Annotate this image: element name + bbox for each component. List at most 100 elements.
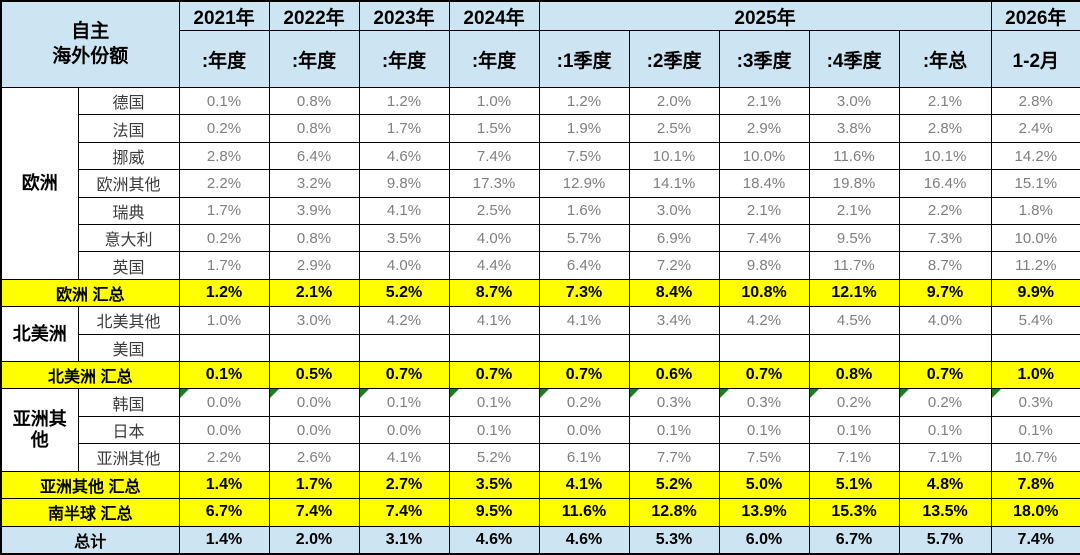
- period-subheader: :2季度: [628, 30, 720, 88]
- value-cell: 1.7%: [358, 114, 450, 143]
- value-cell: 5.7%: [898, 525, 992, 555]
- value-cell: 7.5%: [718, 443, 810, 472]
- value-cell: 3.0%: [268, 306, 360, 335]
- value-cell: 0.2%: [178, 224, 270, 253]
- value-cell: 1.4%: [178, 470, 270, 500]
- value-cell: 2.7%: [358, 470, 450, 500]
- period-subheader: :年度: [358, 30, 450, 88]
- value-cell: 0.0%: [358, 415, 450, 445]
- value-cell: 0.1%: [358, 388, 450, 417]
- value-cell: 1.0%: [448, 86, 540, 116]
- period-subheader: :4季度: [808, 30, 900, 88]
- summary-row: 南半球 汇总 6.7% 7.4% 7.4% 9.5% 11.6% 12.8% 13.9% 15.…: [0, 498, 1080, 527]
- table-row: 英国 1.7% 2.9% 4.0% 4.4% 6.4% 7.2% 9.8% 11.7% 8.7% 1…: [1, 251, 1080, 280]
- value-cell: 4.6%: [358, 141, 450, 171]
- value-cell: 0.5%: [268, 361, 360, 390]
- value-cell: 4.0%: [358, 251, 450, 280]
- value-cell: 6.7%: [178, 498, 270, 527]
- market-name-cell: 日本: [77, 415, 180, 445]
- region-group-cell: 北美洲: [0, 306, 79, 363]
- value-cell: 15.3%: [808, 498, 900, 527]
- value-cell: 1.6%: [538, 196, 630, 226]
- value-cell: 2.0%: [268, 525, 360, 555]
- value-cell: 1.8%: [990, 196, 1080, 226]
- value-cell: 0.1%: [808, 415, 900, 445]
- table-row: 北美洲 北美其他 1.0% 3.0% 4.2% 4.1% 4.1% 3.4% 4.2% 4.5% 4…: [0, 306, 1080, 363]
- value-cell: 8.7%: [898, 251, 992, 280]
- value-cell: 4.6%: [448, 525, 540, 555]
- value-cell: 2.6%: [268, 443, 360, 472]
- table-row: 法国 0.2% 0.8% 1.7% 1.5% 1.9% 2.5% 2.9% 3.8% 2.8% 2.…: [1, 114, 1080, 143]
- value-cell: 11.6%: [808, 141, 900, 171]
- value-cell: 0.1%: [990, 415, 1080, 445]
- value-cell: 3.0%: [808, 86, 900, 116]
- summary-label-cell: 总计: [0, 525, 180, 555]
- market-name-cell: 意大利: [77, 224, 180, 253]
- value-cell: 0.1%: [898, 415, 992, 445]
- value-cell: 10.1%: [898, 141, 992, 171]
- value-cell: 7.3%: [538, 278, 630, 308]
- value-cell: 7.1%: [898, 443, 992, 472]
- value-cell: 7.4%: [990, 525, 1080, 555]
- value-cell: 2.5%: [448, 196, 540, 226]
- value-cell: 9.8%: [358, 169, 450, 198]
- value-cell: 1.7%: [268, 470, 360, 500]
- period-subheader: :年度: [268, 30, 360, 88]
- value-cell: 12.8%: [628, 498, 720, 527]
- value-cell: 4.1%: [538, 306, 630, 335]
- value-cell: [268, 333, 360, 363]
- table-body: 欧洲 德国 0.1% 0.8% 1.2% 1.0% 1.2% 2.0% 2.1% 3.0% 2.1%…: [0, 86, 1080, 555]
- value-cell: 0.1%: [448, 415, 540, 445]
- value-cell: 2.8%: [990, 86, 1080, 116]
- value-cell: 2.1%: [718, 86, 810, 116]
- value-cell: 1.0%: [178, 306, 270, 335]
- value-cell: 9.8%: [718, 251, 810, 280]
- value-cell: 2.5%: [628, 114, 720, 143]
- value-cell: 7.4%: [268, 498, 360, 527]
- value-cell: 7.5%: [538, 141, 630, 171]
- value-cell: 18.4%: [718, 169, 810, 198]
- value-cell: 3.1%: [358, 525, 450, 555]
- market-name-cell: 亚洲其他: [77, 443, 180, 472]
- table-row: 美国: [1, 333, 1080, 363]
- value-cell: 9.5%: [808, 224, 900, 253]
- value-cell: 0.1%: [178, 361, 270, 390]
- value-cell: 1.2%: [538, 86, 630, 116]
- table-row: 日本 0.0% 0.0% 0.0% 0.1% 0.0% 0.1% 0.1% 0.1% 0.1% 0.…: [1, 415, 1080, 445]
- value-cell: 0.8%: [268, 114, 360, 143]
- value-cell: 6.4%: [268, 141, 360, 171]
- summary-label-cell: 欧洲 汇总: [0, 278, 180, 308]
- summary-label-cell: 北美洲 汇总: [0, 361, 180, 390]
- value-cell: 0.8%: [808, 361, 900, 390]
- value-cell: 4.0%: [448, 224, 540, 253]
- table-row: 瑞典 1.7% 3.9% 4.1% 2.5% 1.6% 3.0% 2.1% 2.1% 2.2% 1.…: [1, 196, 1080, 226]
- value-cell: 18.0%: [990, 498, 1080, 527]
- period-subheader: :年度: [448, 30, 540, 88]
- value-cell: 4.0%: [898, 306, 992, 335]
- value-cell: 0.1%: [718, 415, 810, 445]
- value-cell: 16.4%: [898, 169, 992, 198]
- value-cell: 5.7%: [538, 224, 630, 253]
- value-cell: 10.7%: [990, 443, 1080, 472]
- value-cell: [808, 333, 900, 363]
- value-cell: 2.0%: [628, 86, 720, 116]
- value-cell: 0.0%: [538, 415, 630, 445]
- value-cell: 2.8%: [898, 114, 992, 143]
- value-cell: 8.4%: [628, 278, 720, 308]
- value-cell: 6.9%: [628, 224, 720, 253]
- value-cell: 1.2%: [178, 278, 270, 308]
- value-cell: 12.1%: [808, 278, 900, 308]
- value-cell: 6.0%: [718, 525, 810, 555]
- market-name-cell: 英国: [77, 251, 180, 280]
- value-cell: 1.5%: [448, 114, 540, 143]
- market-name-cell: 挪威: [77, 141, 180, 171]
- value-cell: 7.4%: [358, 498, 450, 527]
- period-subheader: :年度: [178, 30, 270, 88]
- value-cell: 7.3%: [898, 224, 992, 253]
- value-cell: 0.6%: [628, 361, 720, 390]
- value-cell: 4.2%: [358, 306, 450, 335]
- value-cell: 4.1%: [358, 443, 450, 472]
- subheader-row: :年度:年度:年度:年度:1季度:2季度:3季度:4季度:年总 1-2月: [1, 30, 1080, 88]
- value-cell: 8.7%: [448, 278, 540, 308]
